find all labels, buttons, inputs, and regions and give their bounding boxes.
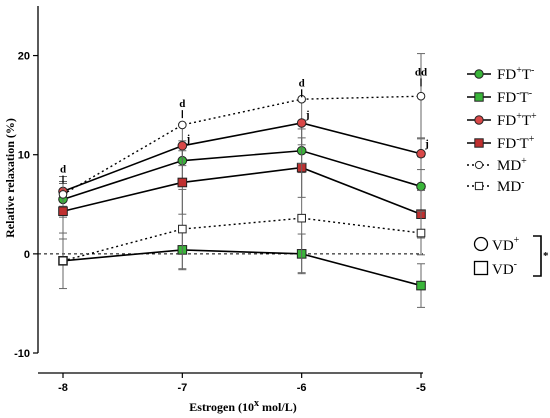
legend-text-part: FD [497, 136, 516, 152]
y-axis-title: Relative relaxation (%) [3, 118, 17, 238]
series-line [62, 166, 422, 215]
legend-superscript: + [521, 156, 527, 167]
group-legend-text: VD [492, 262, 514, 278]
legend-superscript: + [516, 65, 522, 76]
legend-label: FD-T+ [497, 134, 535, 152]
significance-letter: d [299, 77, 305, 89]
legend-label: FD+T- [497, 65, 534, 83]
legend-text-part: FD [497, 67, 516, 83]
data-point [177, 177, 188, 188]
group-legend-label: VD+ [492, 235, 520, 254]
significance-letter: d [60, 164, 66, 176]
y-tick-label: 0 [24, 249, 30, 261]
group-legend-superscript: + [514, 235, 520, 246]
data-point [296, 118, 307, 128]
y-tick-label: 10 [18, 150, 30, 162]
significance-letter: j [185, 133, 190, 145]
x-tick-label: -5 [416, 382, 426, 394]
series-4 [58, 137, 426, 240]
legend-item: MD- [467, 177, 525, 195]
group-legend-marker [473, 260, 489, 276]
significance-star: * [543, 250, 549, 262]
legend-marker [474, 160, 484, 170]
series-5 [58, 53, 426, 199]
y-tick-label: 20 [18, 51, 30, 63]
data-point [416, 280, 426, 291]
legend-item: FD-T- [467, 88, 532, 106]
series-line [62, 249, 422, 287]
legend-text-part: FD [497, 90, 516, 106]
data-point [297, 213, 306, 223]
legend-text-part: MD [497, 179, 521, 195]
legend-text-part: T [520, 90, 529, 106]
x-tick-label: -6 [297, 382, 307, 394]
legend-item: FD-T+ [467, 134, 535, 152]
legend-label: MD+ [497, 156, 527, 174]
legend-superscript: - [521, 177, 524, 188]
data-point [178, 120, 187, 130]
chart-legend: FD+T-FD-T-FD+T+FD-T+MD+MD-VD+VD-* [467, 65, 549, 278]
legend-superscript: + [516, 111, 522, 122]
data-point [58, 256, 68, 266]
data-point [177, 140, 188, 151]
legend-superscript: - [516, 134, 519, 145]
legend-text-part: T [520, 136, 529, 152]
legend-text-part: MD [497, 158, 521, 174]
legend-label: FD-T- [497, 88, 532, 106]
data-point [58, 190, 68, 199]
legend-item: FD+T- [467, 65, 534, 83]
legend-marker [474, 69, 484, 79]
significance-bracket [533, 235, 542, 277]
group-legend-item: VD- [473, 259, 517, 278]
legend-superscript: - [529, 88, 532, 99]
legend-item: MD+ [467, 156, 527, 174]
legend-text-part: T [522, 67, 531, 83]
x-axis-title-superscript: x [254, 398, 259, 409]
data-point [58, 206, 68, 217]
data-point [178, 224, 187, 234]
legend-marker [474, 92, 484, 102]
significance-letter: dd [415, 66, 427, 78]
legend-superscript: + [529, 134, 535, 145]
legend-marker [474, 115, 484, 125]
chart-series [58, 53, 426, 308]
legend-marker [474, 181, 484, 191]
chart-axes: -10 0 10 20 -8 -7 -6 -5 [14, 6, 426, 394]
legend-superscript: - [531, 65, 534, 76]
significance-letter: d [179, 98, 185, 110]
legend-text-part: T [522, 113, 531, 129]
series-2 [58, 229, 426, 308]
series-line [62, 122, 422, 193]
series-1 [58, 128, 426, 218]
data-point [416, 148, 426, 159]
data-point [416, 91, 426, 101]
series-line [62, 95, 422, 195]
significance-letter: j [305, 109, 310, 121]
group-legend-item: VD+ [473, 235, 520, 254]
y-tick-label: -10 [14, 348, 30, 360]
series-line [62, 149, 422, 201]
series-6 [58, 163, 426, 274]
x-tick-label: -8 [58, 382, 68, 394]
x-tick-label: -7 [177, 382, 187, 394]
series-3 [58, 100, 426, 207]
legend-superscript: - [516, 88, 519, 99]
x-axis-title: Estrogen (10x mol/L) [189, 398, 296, 414]
group-legend-superscript: - [514, 259, 517, 270]
legend-text-part: FD [497, 113, 516, 129]
legend-label: MD- [497, 177, 525, 195]
legend-item: FD+T+ [467, 111, 537, 129]
legend-superscript: + [531, 111, 537, 122]
data-point [416, 181, 426, 192]
legend-marker [474, 138, 484, 148]
group-legend-text: VD [492, 238, 514, 254]
legend-label: FD+T+ [497, 111, 537, 129]
group-legend-label: VD- [492, 259, 517, 278]
series-line [62, 217, 422, 262]
data-point [416, 228, 426, 238]
group-legend-marker [473, 236, 489, 252]
significance-letter: j [424, 138, 429, 150]
